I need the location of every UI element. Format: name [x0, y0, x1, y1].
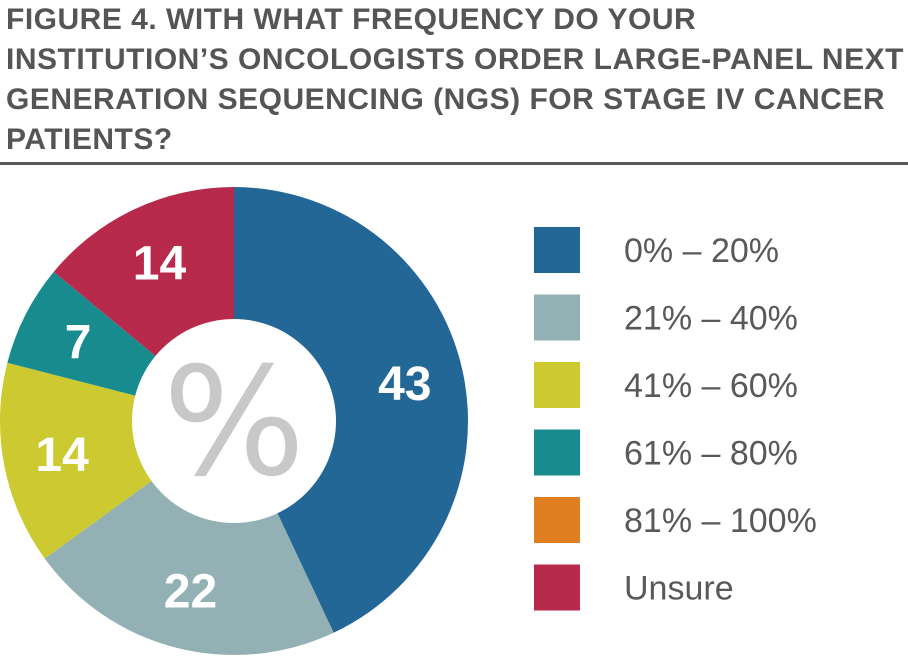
data-label-unsure: 14	[133, 238, 187, 291]
legend-label-21-40: 21% – 40%	[624, 300, 798, 338]
legend-item-0-20: 0% – 20%	[534, 227, 779, 273]
chart-title: FIGURE 4. WITH WHAT FREQUENCY DO YOUR IN…	[6, 3, 904, 156]
legend-item-21-40: 21% – 40%	[534, 294, 798, 341]
data-label-41-60: 14	[35, 429, 89, 482]
legend-swatch-41-60	[534, 362, 580, 408]
data-label-21-40: 22	[164, 566, 217, 619]
legend-label-61-80: 61% – 80%	[624, 435, 798, 473]
legend-swatch-0-20	[534, 227, 580, 273]
legend: 0% – 20% 21% – 40% 41% – 60% 61% – 80% 81% –…	[534, 227, 817, 611]
data-label-0-20: 43	[378, 358, 431, 411]
legend-swatch-61-80	[534, 429, 580, 476]
data-label-61-80: 7	[65, 317, 92, 370]
legend-label-0-20: 0% – 20%	[624, 232, 779, 270]
legend-label-unsure: Unsure	[624, 570, 734, 608]
legend-item-61-80: 61% – 80%	[534, 429, 798, 476]
slice-labels: 43 22 14 7 14	[35, 238, 431, 619]
legend-swatch-21-40	[534, 294, 580, 341]
legend-label-41-60: 41% – 60%	[624, 367, 798, 405]
percent-symbol: %	[163, 336, 306, 510]
legend-swatch-81-100	[534, 497, 580, 543]
title-divider	[0, 162, 908, 165]
pie-slice-0-20	[234, 187, 469, 633]
legend-label-81-100: 81% – 100%	[624, 502, 817, 540]
legend-item-41-60: 41% – 60%	[534, 362, 798, 408]
donut-hole	[132, 319, 336, 523]
legend-item-unsure: Unsure	[534, 564, 734, 611]
legend-swatch-unsure	[534, 564, 580, 611]
legend-item-81-100: 81% – 100%	[534, 497, 817, 543]
